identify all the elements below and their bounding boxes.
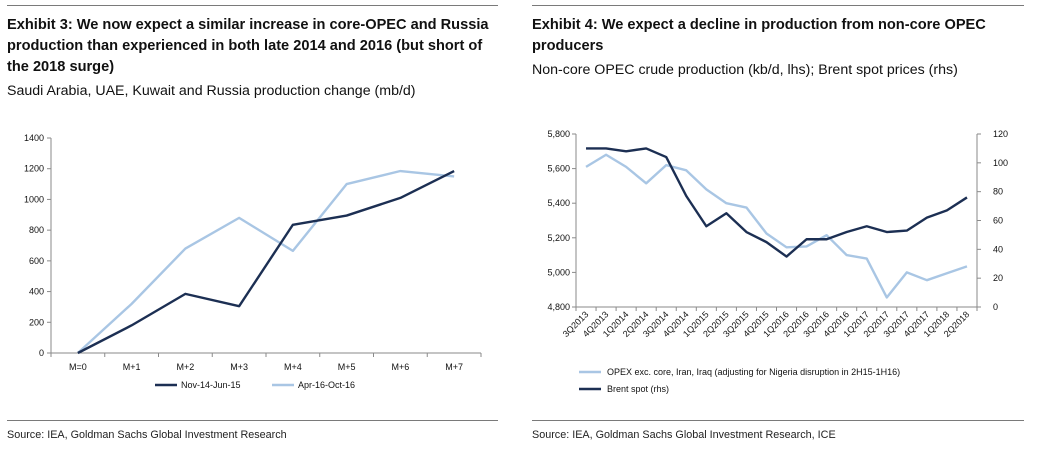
right-y-tick-label: 40 xyxy=(993,244,1003,254)
left-y-tick-label: 4,800 xyxy=(547,302,570,312)
legend-label: Apr-16-Oct-16 xyxy=(298,380,355,390)
right-y-tick-label: 80 xyxy=(993,187,1003,197)
exhibit-3-chart: 0 200 400 600 800 1000 1200 1400 M=0 M+1 M+2 M+3 M+4… xyxy=(24,133,482,390)
x-tick-label: M+1 xyxy=(123,362,141,372)
y-tick-label: 0 xyxy=(39,348,44,358)
right-y-tick-label: 100 xyxy=(993,158,1008,168)
left-y-tick-label: 5,000 xyxy=(547,267,570,277)
right-y-tick-label: 120 xyxy=(993,129,1008,139)
y-tick-label: 200 xyxy=(29,317,44,327)
y-tick-label: 800 xyxy=(29,225,44,235)
left-y-tick-label: 5,800 xyxy=(547,129,570,139)
y-tick-label: 600 xyxy=(29,256,44,266)
y-tick-label: 1000 xyxy=(24,194,44,204)
x-tick-label: M+6 xyxy=(391,362,409,372)
left-y-tick-label: 5,400 xyxy=(547,198,570,208)
bottom-rule xyxy=(532,420,1024,421)
left-y-tick-label: 5,200 xyxy=(547,233,570,243)
top-rule xyxy=(532,5,1024,6)
y-tick-label: 400 xyxy=(29,287,44,297)
bottom-rule xyxy=(7,420,498,421)
exhibit-4-subtitle: Non-core OPEC crude production (kb/d, lh… xyxy=(532,62,958,78)
legend-label: OPEX exc. core, Iran, Iraq (adjusting fo… xyxy=(607,367,900,377)
exhibit-4-panel: Exhibit 4: We expect a decline in produc… xyxy=(532,0,1024,454)
exhibit-3-source: Source: IEA, Goldman Sachs Global Invest… xyxy=(7,429,287,441)
legend-label: Brent spot (rhs) xyxy=(607,384,669,394)
x-tick-label: M+7 xyxy=(445,362,463,372)
y-tick-label: 1400 xyxy=(24,133,44,143)
x-tick-label: M+3 xyxy=(230,362,248,372)
exhibit-3-panel: Exhibit 3: We now expect a similar incre… xyxy=(7,0,498,454)
x-tick-label: M=0 xyxy=(69,362,87,372)
legend-label: Nov-14-Jun-15 xyxy=(181,380,241,390)
series-line-2 xyxy=(77,169,455,354)
right-y-tick-label: 0 xyxy=(993,302,998,312)
exhibit-4-chart: 4,800 5,000 5,200 5,400 5,600 5,800 0 20 40 60 80 1… xyxy=(547,129,1008,394)
exhibit-4-title: Exhibit 4: We expect a decline in produc… xyxy=(532,17,986,54)
x-tick-label: M+4 xyxy=(284,362,302,372)
exhibit-4-source: Source: IEA, Goldman Sachs Global Invest… xyxy=(532,429,836,441)
series-line-1 xyxy=(77,169,455,355)
x-tick-label: M+5 xyxy=(338,362,356,372)
right-y-tick-label: 20 xyxy=(993,273,1003,283)
exhibit-3-title: Exhibit 3: We now expect a similar incre… xyxy=(7,17,489,75)
series-line-2 xyxy=(586,147,968,258)
y-tick-label: 1200 xyxy=(24,164,44,174)
right-y-tick-label: 60 xyxy=(993,216,1003,226)
series-line-1 xyxy=(585,153,968,299)
x-tick-label: M+2 xyxy=(176,362,194,372)
exhibit-3-subtitle: Saudi Arabia, UAE, Kuwait and Russia pro… xyxy=(7,83,416,99)
top-rule xyxy=(7,5,498,6)
left-y-tick-label: 5,600 xyxy=(547,164,570,174)
